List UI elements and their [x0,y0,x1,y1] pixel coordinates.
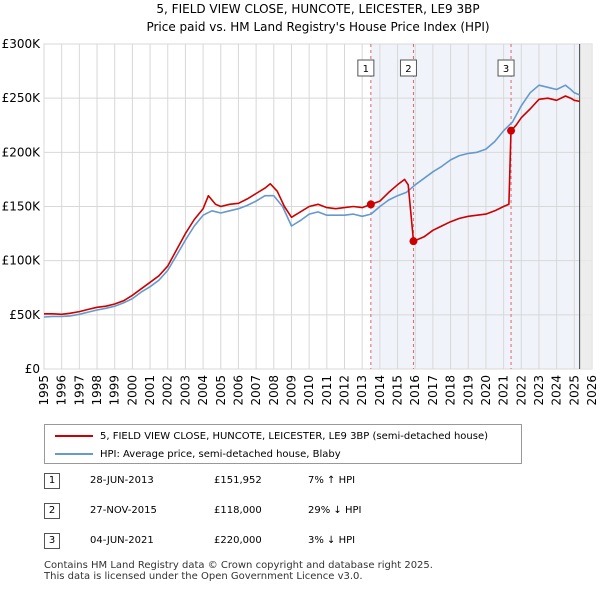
table-row: 3 04-JUN-2021 £220,000 3% ↓ HPI [44,533,564,563]
transaction-point [409,237,418,246]
x-tick-label: 2018 [444,375,458,406]
transaction-box [399,59,417,77]
transaction-labels: 1 2 3 [357,59,515,77]
legend-label-property: 5, FIELD VIEW CLOSE, HUNCOTE, LEICESTER,… [100,430,489,442]
transactions-table: 1 28-JUN-2013 £151,952 7% ↑ HPI 2 27-NOV… [44,473,564,563]
footer-license: This data is licensed under the Open Gov… [44,571,363,582]
transaction-price: £151,952 [214,475,262,486]
transaction-box-label: 3 [503,64,509,75]
transaction-box [497,59,515,77]
x-tick-label: 1998 [90,375,104,406]
table-row: 1 28-JUN-2013 £151,952 7% ↑ HPI [44,473,564,503]
footer: Contains HM Land Registry data © Crown c… [44,560,433,582]
transaction-hpi: 29% ↓ HPI [308,505,362,516]
transaction-number: 1 [44,473,60,489]
x-tick-label: 2006 [231,375,245,406]
x-axis: 1995 1996 1997 1998 1999 2000 2001 2002 2003 2004… [37,375,599,406]
transaction-date: 04-JUN-2021 [90,535,154,546]
x-tick-label: 2026 [585,375,599,406]
x-tick-label: 1997 [72,375,86,406]
transaction-price: £220,000 [214,535,262,546]
y-tick-label: £150K [2,200,42,214]
legend-swatch-red [55,435,93,437]
x-tick-label: 2005 [214,375,228,406]
transaction-date: 28-JUN-2013 [90,475,154,486]
x-tick-label: 2025 [567,375,581,406]
transaction-point [366,200,375,209]
transaction-box [357,59,375,77]
y-tick-label: £300K [2,37,42,51]
series-line-property [44,95,580,316]
x-tick-label: 2001 [143,375,157,406]
x-tick-label: 2010 [302,375,316,406]
x-tick-label: 2023 [532,375,546,406]
footer-copyright: Contains HM Land Registry data © Crown c… [44,560,433,571]
y-axis: £0 £50K £100K £150K £200K £250K £300K [2,37,42,376]
x-tick-label: 1995 [37,375,51,406]
x-tick-label: 2015 [391,375,405,406]
x-tick-label: 2002 [161,375,175,406]
x-tick-label: 2019 [461,375,475,406]
price-chart: 5, FIELD VIEW CLOSE, HUNCOTE, LEICESTER,… [2,2,599,406]
x-tick-label: 2014 [373,375,387,406]
x-tick-label: 1999 [108,375,122,406]
table-row: 2 27-NOV-2015 £118,000 29% ↓ HPI [44,503,564,533]
series-lines [43,84,580,318]
y-tick-label: £100K [2,254,42,268]
forecast-region [579,44,592,369]
forecast-shade [579,44,592,369]
y-tick-label: £250K [2,91,42,105]
transaction-hpi: 7% ↑ HPI [308,475,356,486]
y-tick-label: £0 [25,362,40,376]
x-tick-label: 2000 [125,375,139,406]
series-line-hpi [43,84,580,318]
x-tick-label: 2003 [178,375,192,406]
transaction-number: 2 [44,503,60,519]
x-tick-label: 1996 [55,375,69,406]
x-tick-label: 2007 [249,375,263,406]
x-tick-label: 2017 [426,375,440,406]
x-tick-label: 2012 [338,375,352,406]
chart-title: 5, FIELD VIEW CLOSE, HUNCOTE, LEICESTER,… [156,2,479,16]
transaction-box-label: 2 [405,64,411,75]
x-tick-label: 2016 [408,375,422,406]
x-tick-label: 2011 [320,375,334,406]
transaction-points [366,126,516,246]
x-tick-label: 2020 [479,375,493,406]
legend-swatch-blue [55,453,93,455]
x-tick-label: 2009 [284,375,298,406]
x-tick-label: 2004 [196,375,210,406]
x-tick-label: 2022 [514,375,528,406]
x-tick-label: 2013 [355,375,369,406]
legend-label-hpi: HPI: Average price, semi-detached house,… [100,448,341,460]
transaction-price: £118,000 [214,505,262,516]
x-tick-label: 2024 [550,375,564,406]
x-tick-label: 2008 [267,375,281,406]
y-tick-label: £200K [2,145,42,159]
transaction-number: 3 [44,533,60,549]
y-tick-label: £50K [9,308,41,322]
transaction-point [507,126,516,135]
transaction-hpi: 3% ↓ HPI [308,535,356,546]
transaction-date: 27-NOV-2015 [90,505,157,516]
legend: 5, FIELD VIEW CLOSE, HUNCOTE, LEICESTER,… [44,424,522,464]
chart-subtitle: Price paid vs. HM Land Registry's House … [146,20,489,34]
transaction-box-label: 1 [363,64,369,75]
x-tick-label: 2021 [497,375,511,406]
